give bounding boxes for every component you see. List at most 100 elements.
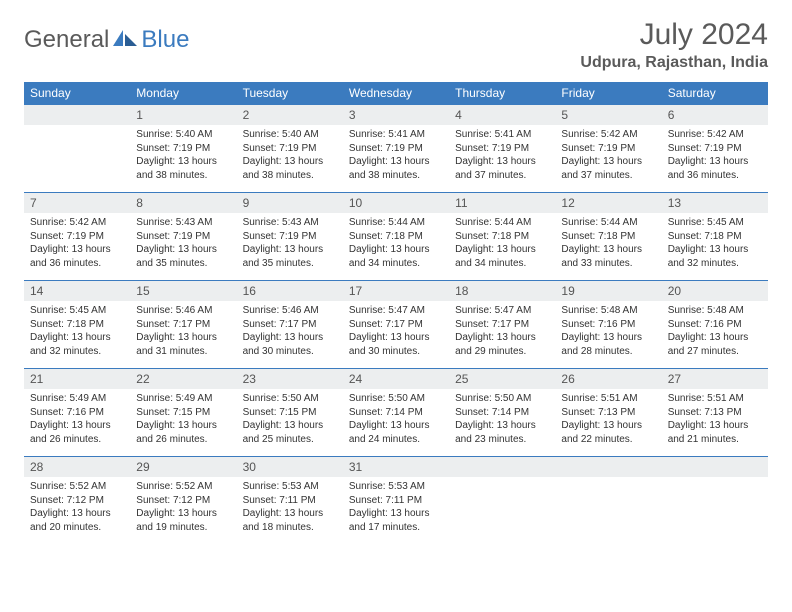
daylight-text: Daylight: 13 hours and 26 minutes. [136,419,230,446]
day-cell [449,457,555,545]
day-content: Sunrise: 5:42 AMSunset: 7:19 PMDaylight:… [24,213,130,276]
sunset-text: Sunset: 7:19 PM [668,142,762,156]
day-number [555,457,661,477]
day-content: Sunrise: 5:43 AMSunset: 7:19 PMDaylight:… [130,213,236,276]
page-title: July 2024 [580,18,768,52]
day-cell: 21Sunrise: 5:49 AMSunset: 7:16 PMDayligh… [24,369,130,457]
sunset-text: Sunset: 7:15 PM [136,406,230,420]
dow-thursday: Thursday [449,82,555,105]
day-content [449,477,555,486]
week-row: 1Sunrise: 5:40 AMSunset: 7:19 PMDaylight… [24,105,768,193]
sunrise-text: Sunrise: 5:45 AM [668,216,762,230]
day-cell: 9Sunrise: 5:43 AMSunset: 7:19 PMDaylight… [237,193,343,281]
sunrise-text: Sunrise: 5:42 AM [668,128,762,142]
sunset-text: Sunset: 7:12 PM [30,494,124,508]
day-cell [662,457,768,545]
day-content: Sunrise: 5:52 AMSunset: 7:12 PMDaylight:… [130,477,236,540]
day-content: Sunrise: 5:44 AMSunset: 7:18 PMDaylight:… [449,213,555,276]
daylight-text: Daylight: 13 hours and 37 minutes. [455,155,549,182]
day-number: 6 [662,105,768,125]
day-cell: 8Sunrise: 5:43 AMSunset: 7:19 PMDaylight… [130,193,236,281]
daylight-text: Daylight: 13 hours and 30 minutes. [349,331,443,358]
day-content: Sunrise: 5:53 AMSunset: 7:11 PMDaylight:… [237,477,343,540]
sunset-text: Sunset: 7:13 PM [668,406,762,420]
sunrise-text: Sunrise: 5:48 AM [668,304,762,318]
daylight-text: Daylight: 13 hours and 32 minutes. [668,243,762,270]
day-content: Sunrise: 5:42 AMSunset: 7:19 PMDaylight:… [662,125,768,188]
sunset-text: Sunset: 7:19 PM [30,230,124,244]
day-number: 11 [449,193,555,213]
sunrise-text: Sunrise: 5:52 AM [30,480,124,494]
day-content: Sunrise: 5:50 AMSunset: 7:14 PMDaylight:… [449,389,555,452]
sunrise-text: Sunrise: 5:43 AM [243,216,337,230]
day-cell: 24Sunrise: 5:50 AMSunset: 7:14 PMDayligh… [343,369,449,457]
daylight-text: Daylight: 13 hours and 19 minutes. [136,507,230,534]
day-number: 30 [237,457,343,477]
day-content: Sunrise: 5:45 AMSunset: 7:18 PMDaylight:… [662,213,768,276]
sunrise-text: Sunrise: 5:46 AM [136,304,230,318]
week-row: 28Sunrise: 5:52 AMSunset: 7:12 PMDayligh… [24,457,768,545]
sunrise-text: Sunrise: 5:42 AM [30,216,124,230]
day-content: Sunrise: 5:47 AMSunset: 7:17 PMDaylight:… [343,301,449,364]
day-number: 20 [662,281,768,301]
day-cell: 16Sunrise: 5:46 AMSunset: 7:17 PMDayligh… [237,281,343,369]
sunset-text: Sunset: 7:16 PM [668,318,762,332]
sunset-text: Sunset: 7:12 PM [136,494,230,508]
day-content: Sunrise: 5:44 AMSunset: 7:18 PMDaylight:… [555,213,661,276]
sunset-text: Sunset: 7:19 PM [136,230,230,244]
day-cell [24,105,130,193]
day-content: Sunrise: 5:48 AMSunset: 7:16 PMDaylight:… [662,301,768,364]
day-cell: 28Sunrise: 5:52 AMSunset: 7:12 PMDayligh… [24,457,130,545]
daylight-text: Daylight: 13 hours and 17 minutes. [349,507,443,534]
sunrise-text: Sunrise: 5:53 AM [243,480,337,494]
day-content [662,477,768,486]
day-number: 2 [237,105,343,125]
day-number: 3 [343,105,449,125]
daylight-text: Daylight: 13 hours and 38 minutes. [136,155,230,182]
sunset-text: Sunset: 7:19 PM [349,142,443,156]
sunrise-text: Sunrise: 5:44 AM [349,216,443,230]
day-number: 29 [130,457,236,477]
daylight-text: Daylight: 13 hours and 31 minutes. [136,331,230,358]
day-content: Sunrise: 5:46 AMSunset: 7:17 PMDaylight:… [130,301,236,364]
day-number: 15 [130,281,236,301]
sunset-text: Sunset: 7:18 PM [30,318,124,332]
daylight-text: Daylight: 13 hours and 26 minutes. [30,419,124,446]
sunset-text: Sunset: 7:19 PM [136,142,230,156]
daylight-text: Daylight: 13 hours and 35 minutes. [136,243,230,270]
day-content: Sunrise: 5:45 AMSunset: 7:18 PMDaylight:… [24,301,130,364]
daylight-text: Daylight: 13 hours and 27 minutes. [668,331,762,358]
calendar-table: Sunday Monday Tuesday Wednesday Thursday… [24,82,768,545]
day-content: Sunrise: 5:51 AMSunset: 7:13 PMDaylight:… [555,389,661,452]
sunrise-text: Sunrise: 5:50 AM [243,392,337,406]
sunrise-text: Sunrise: 5:47 AM [455,304,549,318]
day-number: 31 [343,457,449,477]
day-content: Sunrise: 5:41 AMSunset: 7:19 PMDaylight:… [343,125,449,188]
day-cell: 12Sunrise: 5:44 AMSunset: 7:18 PMDayligh… [555,193,661,281]
daylight-text: Daylight: 13 hours and 34 minutes. [349,243,443,270]
day-cell: 6Sunrise: 5:42 AMSunset: 7:19 PMDaylight… [662,105,768,193]
daylight-text: Daylight: 13 hours and 36 minutes. [30,243,124,270]
sunrise-text: Sunrise: 5:50 AM [455,392,549,406]
sunrise-text: Sunrise: 5:52 AM [136,480,230,494]
daylight-text: Daylight: 13 hours and 22 minutes. [561,419,655,446]
day-cell: 19Sunrise: 5:48 AMSunset: 7:16 PMDayligh… [555,281,661,369]
location-text: Udpura, Rajasthan, India [580,54,768,72]
day-content: Sunrise: 5:43 AMSunset: 7:19 PMDaylight:… [237,213,343,276]
sunrise-text: Sunrise: 5:40 AM [136,128,230,142]
sunset-text: Sunset: 7:15 PM [243,406,337,420]
day-content: Sunrise: 5:46 AMSunset: 7:17 PMDaylight:… [237,301,343,364]
sunset-text: Sunset: 7:17 PM [349,318,443,332]
day-content: Sunrise: 5:52 AMSunset: 7:12 PMDaylight:… [24,477,130,540]
sunset-text: Sunset: 7:14 PM [349,406,443,420]
sunrise-text: Sunrise: 5:42 AM [561,128,655,142]
day-header-row: Sunday Monday Tuesday Wednesday Thursday… [24,82,768,105]
day-content: Sunrise: 5:50 AMSunset: 7:14 PMDaylight:… [343,389,449,452]
sunrise-text: Sunrise: 5:49 AM [30,392,124,406]
sunrise-text: Sunrise: 5:47 AM [349,304,443,318]
day-number: 18 [449,281,555,301]
day-cell: 25Sunrise: 5:50 AMSunset: 7:14 PMDayligh… [449,369,555,457]
brand-logo: General Blue [24,26,189,54]
day-content: Sunrise: 5:51 AMSunset: 7:13 PMDaylight:… [662,389,768,452]
sunset-text: Sunset: 7:17 PM [136,318,230,332]
